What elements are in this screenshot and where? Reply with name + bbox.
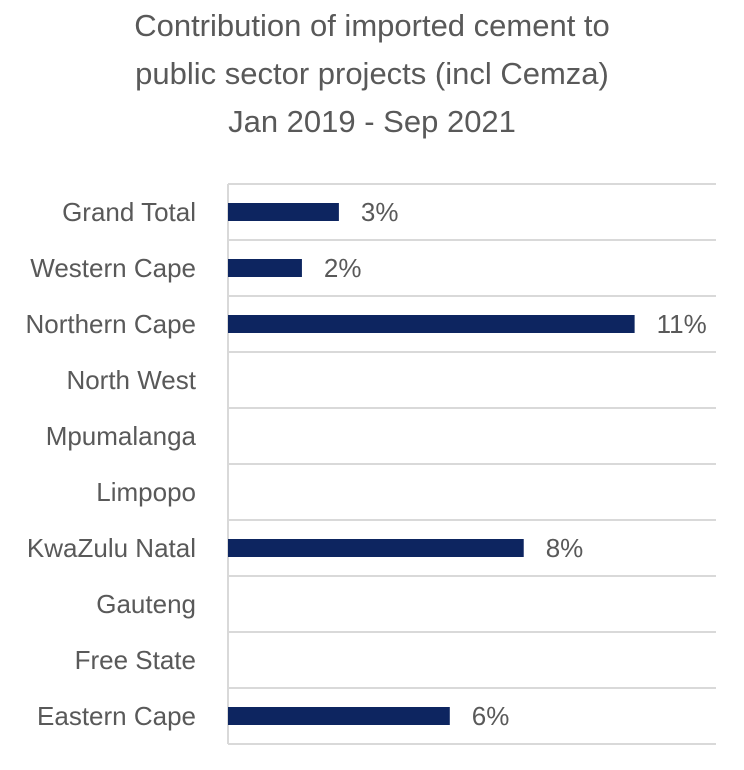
category-label: Northern Cape xyxy=(25,309,196,339)
category-label: Gauteng xyxy=(96,589,196,619)
bar xyxy=(228,203,339,221)
data-label: 8% xyxy=(546,533,584,563)
category-label: Mpumalanga xyxy=(46,421,197,451)
bar xyxy=(228,707,450,725)
data-label: 3% xyxy=(361,197,399,227)
chart-title-line-1: Contribution of imported cement to xyxy=(134,8,610,43)
category-label: Western Cape xyxy=(30,253,196,283)
data-label: 11% xyxy=(657,309,707,339)
bar xyxy=(228,259,302,277)
category-label: Limpopo xyxy=(96,477,196,507)
chart-title-line-2: public sector projects (incl Cemza) xyxy=(135,56,609,91)
category-label: KwaZulu Natal xyxy=(27,533,196,563)
bar xyxy=(228,539,524,557)
category-label: Eastern Cape xyxy=(37,701,196,731)
bar xyxy=(228,315,635,333)
category-label: Free State xyxy=(75,645,196,675)
data-label: 6% xyxy=(472,701,510,731)
data-label: 2% xyxy=(324,253,362,283)
category-label: North West xyxy=(66,365,196,395)
category-label: Grand Total xyxy=(62,197,196,227)
chart-title: Contribution of imported cement to publi… xyxy=(0,2,744,146)
chart-title-line-3: Jan 2019 - Sep 2021 xyxy=(228,104,516,139)
